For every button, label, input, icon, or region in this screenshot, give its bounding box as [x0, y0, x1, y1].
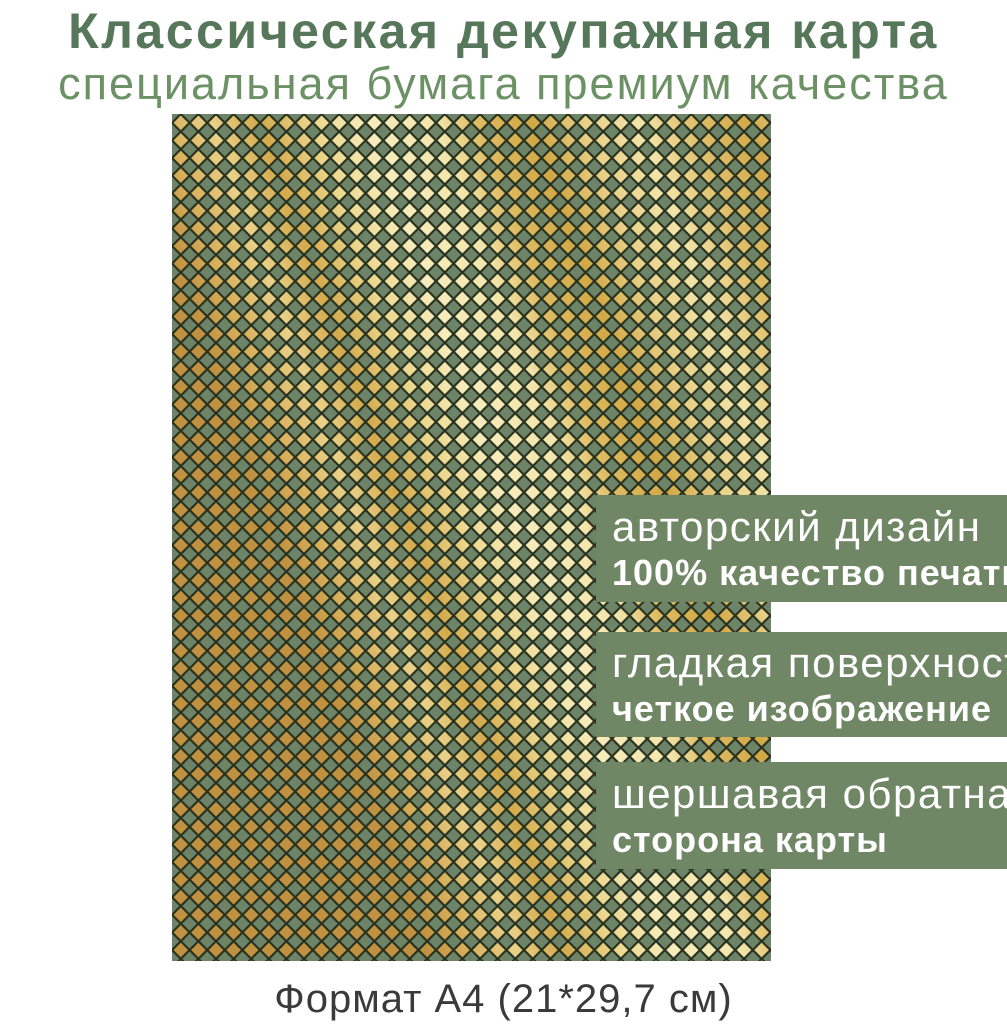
badge-surface-line2: четкое изображение	[612, 687, 992, 729]
badge-backside-line1: шершавая обратная	[612, 769, 1007, 817]
badge-design-line2: 100% качество печати	[612, 551, 1007, 593]
badge-surface-line1: гладкая поверхность	[612, 638, 1007, 686]
badge-backside-line2: сторона карты	[612, 818, 888, 860]
badge-backside: шершавая обратная сторона карты	[596, 762, 1007, 869]
format-label: Формат А4 (21*29,7 см)	[274, 977, 733, 1021]
badge-design-line1: авторский дизайн	[612, 502, 982, 550]
badge-design: авторский дизайн 100% качество печати	[596, 495, 1007, 602]
badge-surface: гладкая поверхность четкое изображение	[596, 632, 1007, 737]
page-title: Классическая декупажная карта	[68, 3, 939, 59]
page-subtitle: специальная бумага премиум качества	[58, 58, 949, 109]
